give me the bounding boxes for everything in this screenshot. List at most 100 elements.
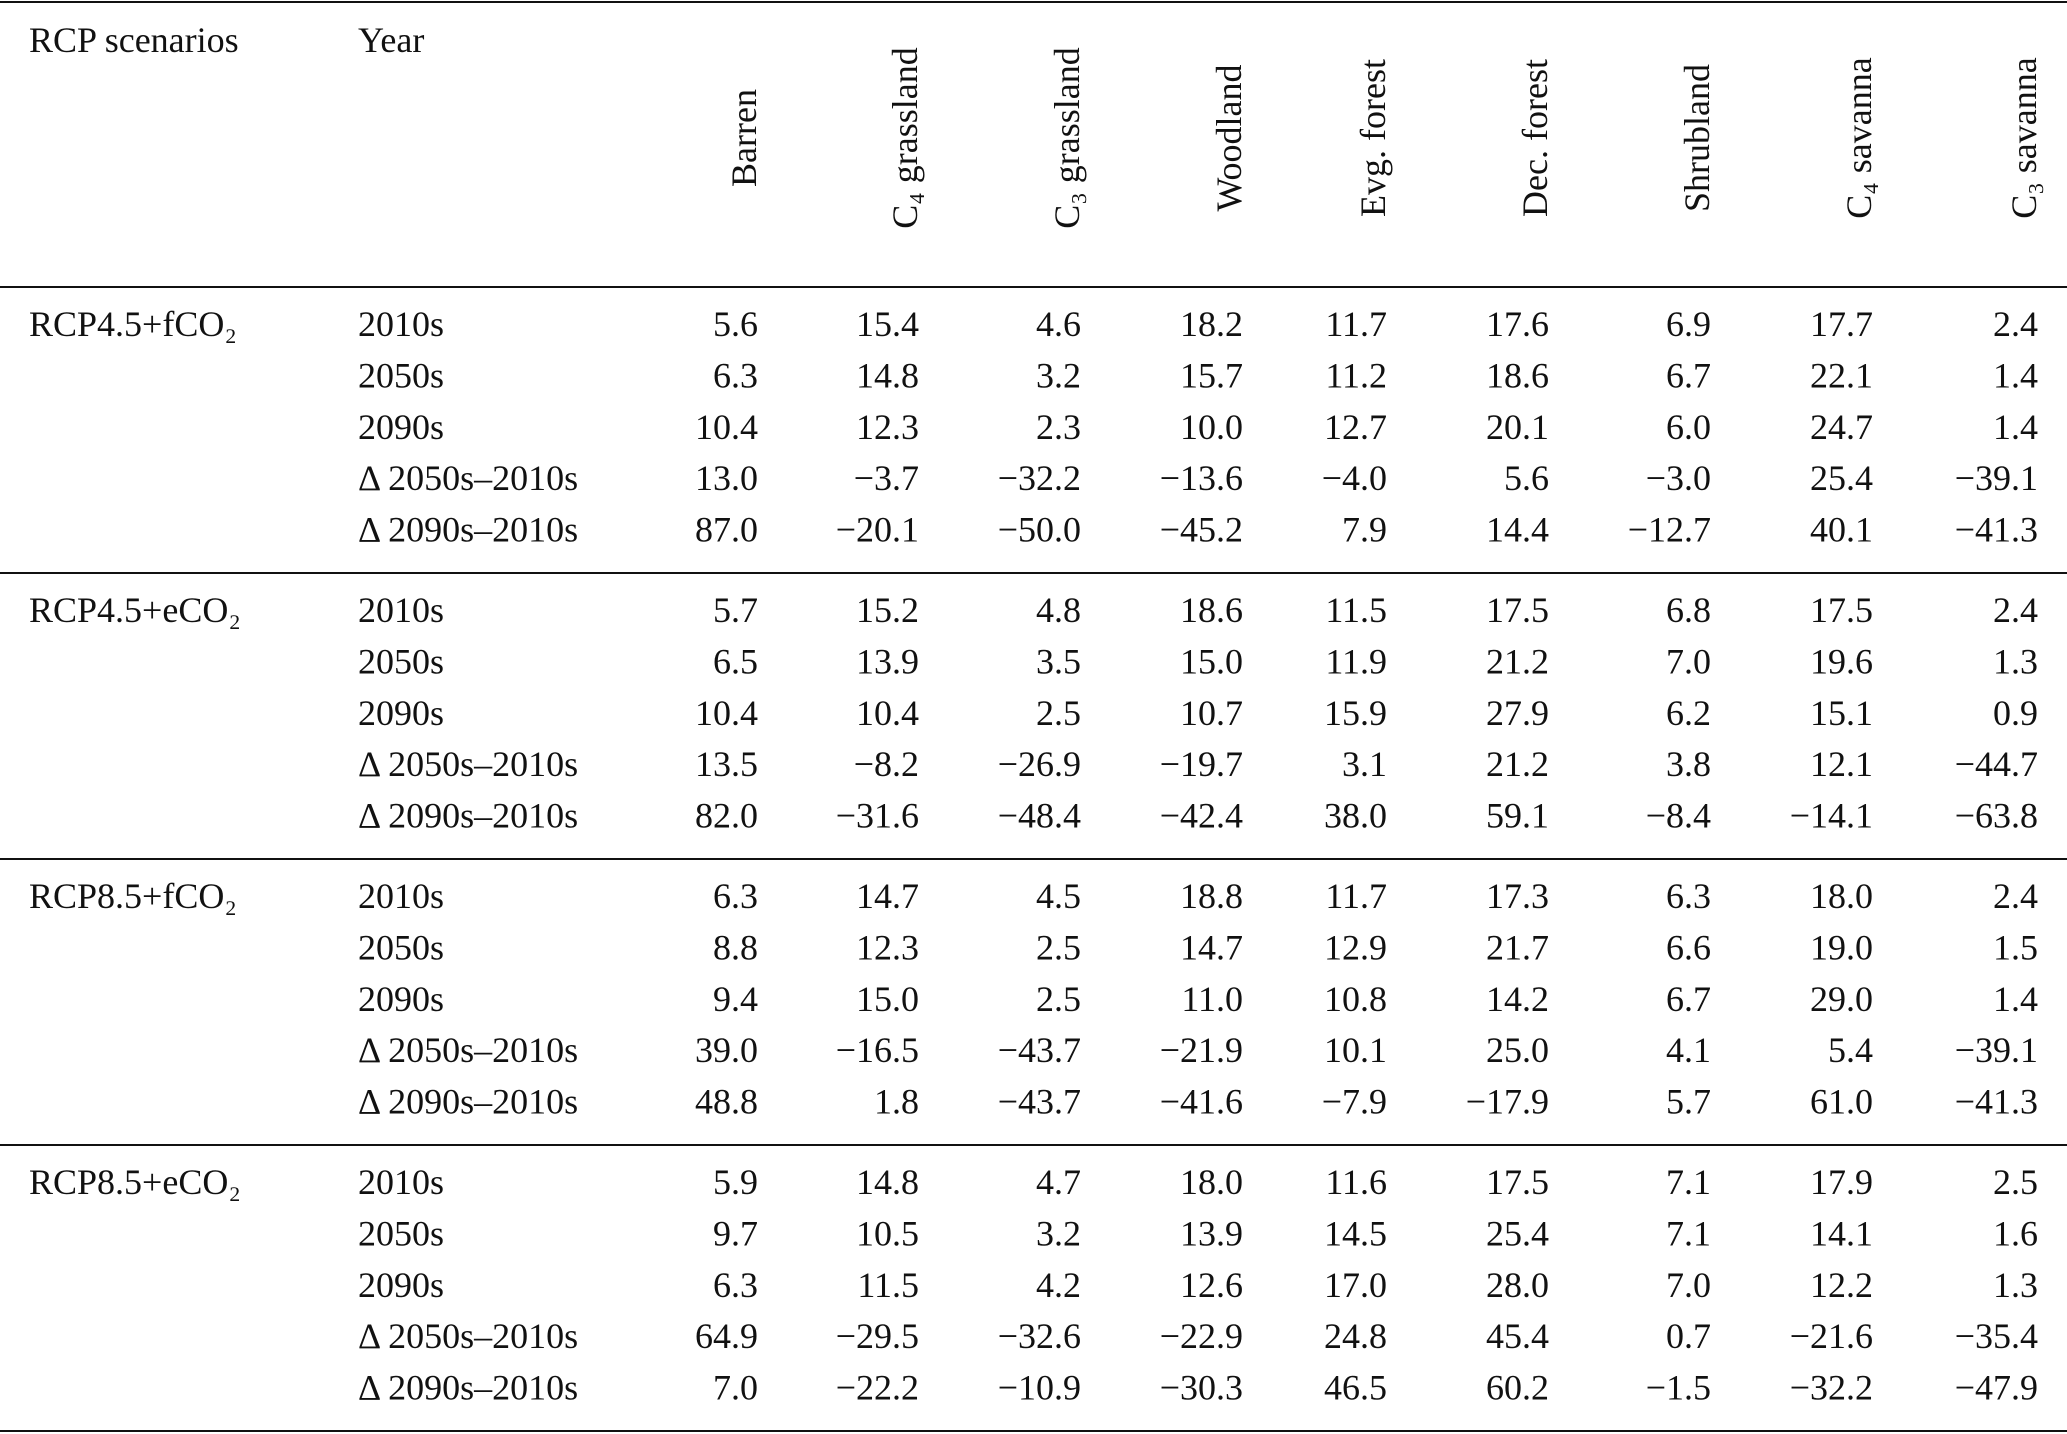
cell-value: 2.5 — [1036, 927, 1081, 967]
year-label: 2050s — [358, 355, 444, 395]
cell-value: 1.8 — [874, 1082, 919, 1122]
cell-value: 18.6 — [1486, 355, 1549, 395]
cell-value: 12.1 — [1810, 744, 1873, 784]
cell-value: 10.7 — [1180, 693, 1243, 733]
cell-value: 4.7 — [1036, 1162, 1081, 1202]
cell-value: 6.3 — [713, 355, 758, 395]
cell-value: −50.0 — [998, 510, 1081, 550]
cell-value: 46.5 — [1324, 1368, 1387, 1408]
cell-value: −12.7 — [1628, 510, 1711, 550]
cell-value: 12.3 — [856, 407, 919, 447]
cell-value: 6.5 — [713, 641, 758, 681]
cell-value: −8.4 — [1646, 796, 1711, 836]
cell-value: 7.1 — [1666, 1213, 1711, 1253]
cell-value: 12.3 — [856, 927, 919, 967]
cell-value: 7.1 — [1666, 1162, 1711, 1202]
cell-value: 6.3 — [1666, 876, 1711, 916]
cell-value: 6.8 — [1666, 590, 1711, 630]
cell-value: 11.6 — [1325, 1162, 1387, 1202]
cell-value: 59.1 — [1486, 796, 1549, 836]
cell-value: 15.1 — [1810, 693, 1873, 733]
cell-value: 4.8 — [1036, 590, 1081, 630]
cell-value: −45.2 — [1160, 510, 1243, 550]
cell-value: −1.5 — [1646, 1368, 1711, 1408]
cell-value: 11.5 — [857, 1265, 919, 1305]
year-label: 2050s — [358, 641, 444, 681]
year-label: 2090s — [358, 1265, 444, 1305]
cell-value: −7.9 — [1322, 1082, 1387, 1122]
cell-value: 4.1 — [1666, 1030, 1711, 1070]
year-label: 2090s — [358, 407, 444, 447]
cell-value: 14.4 — [1486, 510, 1549, 550]
cell-value: −16.5 — [836, 1030, 919, 1070]
column-header: Dec. forest — [1515, 59, 1555, 217]
cell-value: −8.2 — [854, 744, 919, 784]
cell-value: 11.9 — [1325, 641, 1387, 681]
cell-value: −48.4 — [998, 796, 1081, 836]
cell-value: 15.7 — [1180, 355, 1243, 395]
cell-value: −26.9 — [998, 744, 1081, 784]
cell-value: −39.1 — [1955, 1030, 2038, 1070]
cell-value: 18.0 — [1180, 1162, 1243, 1202]
cell-value: −44.7 — [1955, 744, 2038, 784]
cell-value: −41.3 — [1955, 1082, 2038, 1122]
cell-value: 5.6 — [713, 304, 758, 344]
cell-value: 6.9 — [1666, 304, 1711, 344]
cell-value: 0.9 — [1993, 693, 2038, 733]
cell-value: −19.7 — [1160, 744, 1243, 784]
cell-value: 2.3 — [1036, 407, 1081, 447]
cell-value: 1.3 — [1993, 641, 2038, 681]
cell-value: 15.0 — [856, 979, 919, 1019]
cell-value: 39.0 — [695, 1030, 758, 1070]
cell-value: 5.7 — [713, 590, 758, 630]
cell-value: 11.5 — [1325, 590, 1387, 630]
scenario-label: RCP4.5+eCO₂ — [29, 590, 241, 630]
cell-value: 61.0 — [1810, 1082, 1873, 1122]
cell-value: −63.8 — [1955, 796, 2038, 836]
cell-value: 28.0 — [1486, 1265, 1549, 1305]
cell-value: 5.7 — [1666, 1082, 1711, 1122]
cell-value: 25.4 — [1486, 1213, 1549, 1253]
column-header: C₃ savanna — [2004, 57, 2044, 219]
cell-value: −42.4 — [1160, 796, 1243, 836]
cell-value: 18.6 — [1180, 590, 1243, 630]
cell-value: 20.1 — [1486, 407, 1549, 447]
cell-value: 14.8 — [856, 355, 919, 395]
cell-value: 6.2 — [1666, 693, 1711, 733]
cell-value: 11.2 — [1325, 355, 1387, 395]
cell-value: 12.2 — [1810, 1265, 1873, 1305]
cell-value: 12.7 — [1324, 407, 1387, 447]
cell-value: 18.8 — [1180, 876, 1243, 916]
year-label: Δ 2050s–2010s — [358, 744, 578, 784]
cell-value: −10.9 — [998, 1368, 1081, 1408]
cell-value: 3.2 — [1036, 355, 1081, 395]
cell-value: 14.2 — [1486, 979, 1549, 1019]
cell-value: −4.0 — [1322, 458, 1387, 498]
cell-value: −32.6 — [998, 1316, 1081, 1356]
year-label: 2010s — [358, 1162, 444, 1202]
cell-value: 1.5 — [1993, 927, 2038, 967]
column-header: Evg. forest — [1353, 59, 1393, 217]
cell-value: 15.9 — [1324, 693, 1387, 733]
cell-value: 14.7 — [856, 876, 919, 916]
cell-value: 18.2 — [1180, 304, 1243, 344]
cell-value: −32.2 — [1790, 1368, 1873, 1408]
cell-value: 14.7 — [1180, 927, 1243, 967]
year-label: Δ 2090s–2010s — [358, 510, 578, 550]
cell-value: 1.4 — [1993, 355, 2038, 395]
cell-value: 14.5 — [1324, 1213, 1387, 1253]
header-scenario: RCP scenarios — [29, 20, 239, 60]
cell-value: 38.0 — [1324, 796, 1387, 836]
cell-value: 6.3 — [713, 876, 758, 916]
cell-value: 13.5 — [695, 744, 758, 784]
year-label: Δ 2050s–2010s — [358, 1030, 578, 1070]
cell-value: −43.7 — [998, 1030, 1081, 1070]
cell-value: 12.6 — [1180, 1265, 1243, 1305]
cell-value: 11.7 — [1325, 876, 1387, 916]
cell-value: 2.4 — [1993, 590, 2038, 630]
column-header: Shrubland — [1677, 64, 1717, 212]
cell-value: 6.7 — [1666, 979, 1711, 1019]
scenario-label: RCP4.5+fCO₂ — [29, 304, 237, 344]
cell-value: 9.4 — [713, 979, 758, 1019]
cell-value: 0.7 — [1666, 1316, 1711, 1356]
